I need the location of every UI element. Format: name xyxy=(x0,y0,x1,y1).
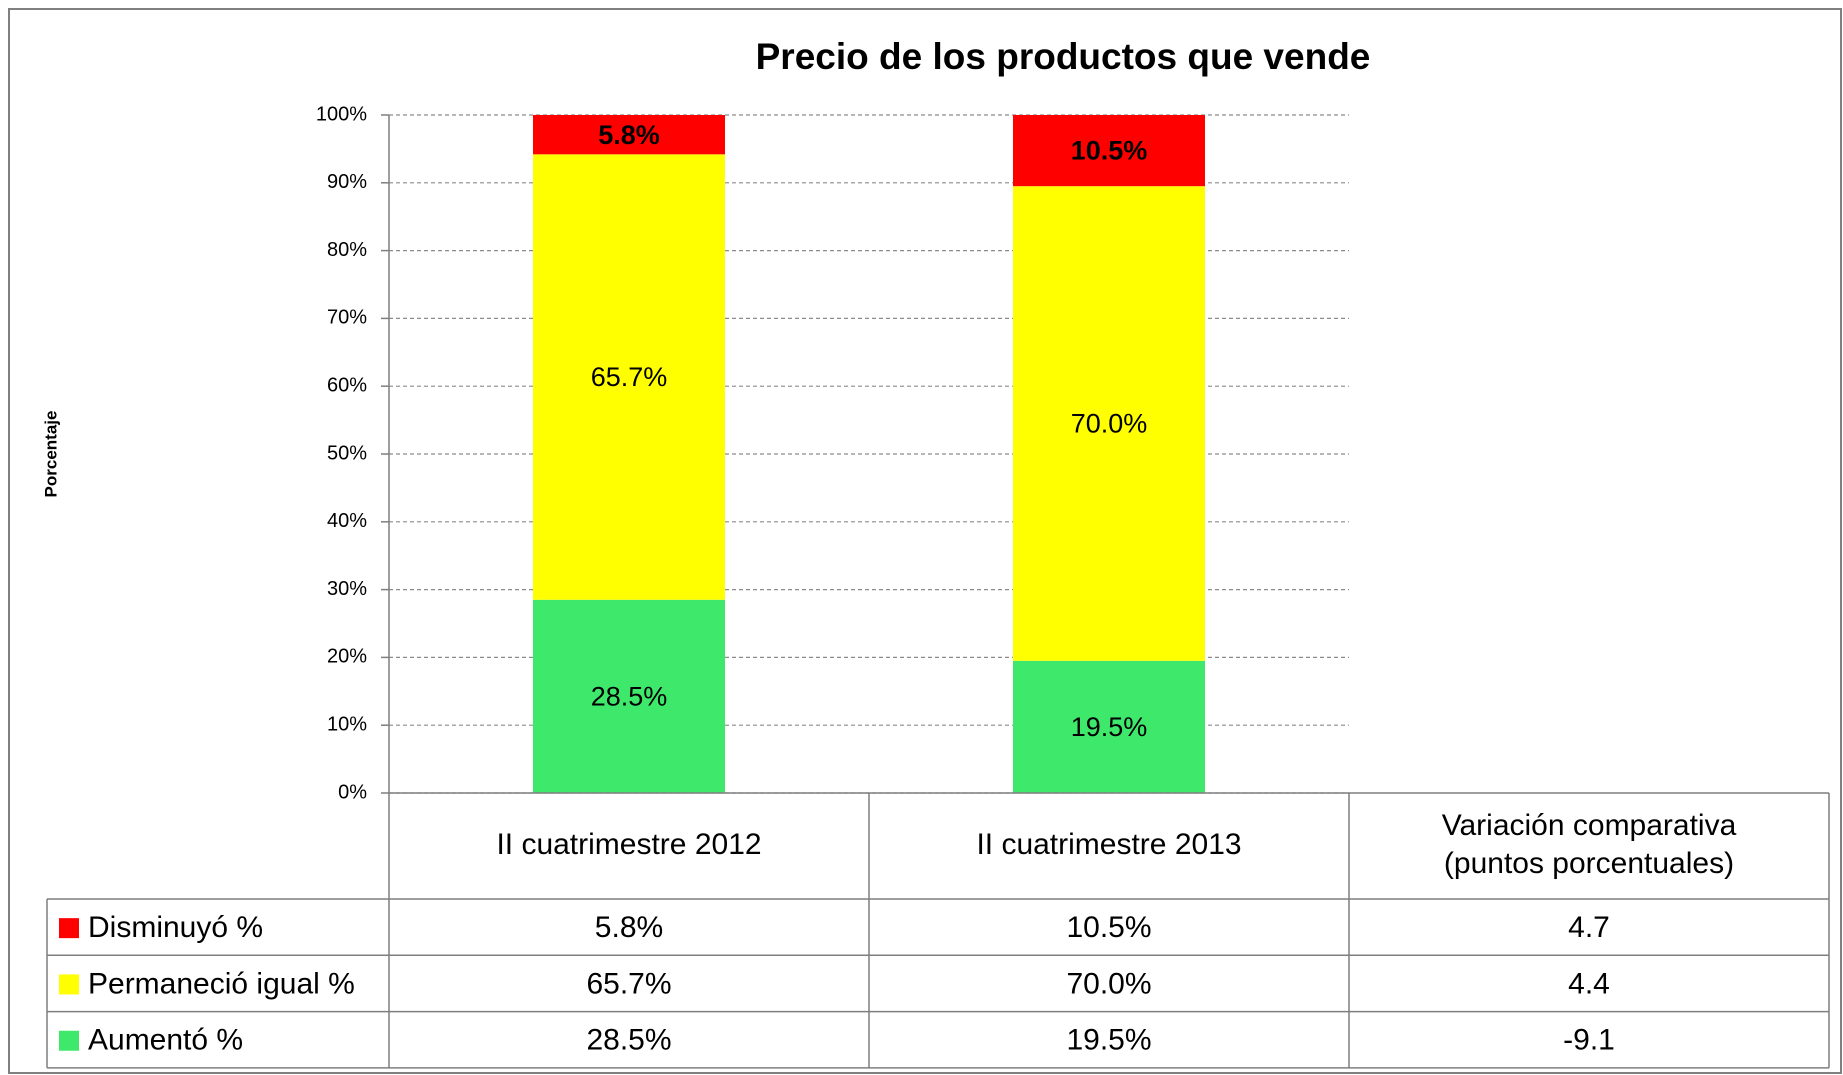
bar-segment xyxy=(1013,660,1205,793)
bar-segment xyxy=(533,599,725,793)
bar-segment xyxy=(533,115,725,155)
y-tick-label: 60% xyxy=(327,374,367,396)
y-tick-label: 70% xyxy=(327,307,367,329)
legend-label: Permaneció igual % xyxy=(88,967,355,1000)
data-label: 70.0% xyxy=(1071,409,1148,439)
table-cell: 4.4 xyxy=(1568,967,1610,1000)
y-tick-label: 100% xyxy=(316,103,367,125)
y-tick-label: 80% xyxy=(327,239,367,261)
chart-title: Precio de los productos que vende xyxy=(756,36,1371,77)
table-cell: 5.8% xyxy=(595,911,663,944)
bar-segment xyxy=(1013,115,1205,187)
table-cell: 19.5% xyxy=(1066,1024,1151,1057)
bar-segment xyxy=(1013,186,1205,661)
y-tick-label: 30% xyxy=(327,578,367,600)
chart-border xyxy=(8,8,1842,1074)
y-tick-label: 10% xyxy=(327,713,367,735)
y-tick-label: 40% xyxy=(327,510,367,532)
y-tick-label: 90% xyxy=(327,171,367,193)
y-tick-label: 20% xyxy=(327,646,367,668)
data-label: 19.5% xyxy=(1071,712,1148,742)
y-tick-label: 0% xyxy=(338,781,367,803)
table-cell: 10.5% xyxy=(1066,911,1151,944)
table-cell: 28.5% xyxy=(586,1024,671,1057)
data-label: 65.7% xyxy=(591,362,668,392)
y-tick-label: 50% xyxy=(327,442,367,464)
legend-swatch xyxy=(59,1030,79,1051)
data-label: 28.5% xyxy=(591,682,668,712)
legend-swatch xyxy=(59,974,79,995)
table-header: Variación comparativa xyxy=(1442,809,1737,842)
table-header: II cuatrimestre 2013 xyxy=(976,828,1241,861)
table-cell: 70.0% xyxy=(1066,967,1151,1000)
legend-label: Disminuyó % xyxy=(88,911,263,944)
y-axis-label: Porcentaje xyxy=(41,411,60,498)
table-header: II cuatrimestre 2012 xyxy=(496,828,761,861)
table-cell: -9.1 xyxy=(1563,1024,1615,1057)
legend-swatch xyxy=(59,918,79,939)
data-label: 10.5% xyxy=(1071,136,1148,166)
bar-segment xyxy=(533,154,725,600)
data-label: 5.8% xyxy=(598,120,660,150)
legend-label: Aumentó % xyxy=(88,1024,243,1057)
table-cell: 65.7% xyxy=(586,967,671,1000)
table-header: (puntos porcentuales) xyxy=(1444,847,1734,880)
table-cell: 4.7 xyxy=(1568,911,1610,944)
